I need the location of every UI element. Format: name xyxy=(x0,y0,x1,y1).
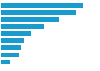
Bar xyxy=(1,10,76,15)
Bar xyxy=(1,3,83,8)
Bar xyxy=(1,59,10,64)
Bar xyxy=(1,53,19,57)
Bar xyxy=(1,38,24,43)
Bar xyxy=(1,46,21,50)
Bar xyxy=(1,24,44,29)
Bar xyxy=(1,17,59,22)
Bar xyxy=(1,31,31,36)
